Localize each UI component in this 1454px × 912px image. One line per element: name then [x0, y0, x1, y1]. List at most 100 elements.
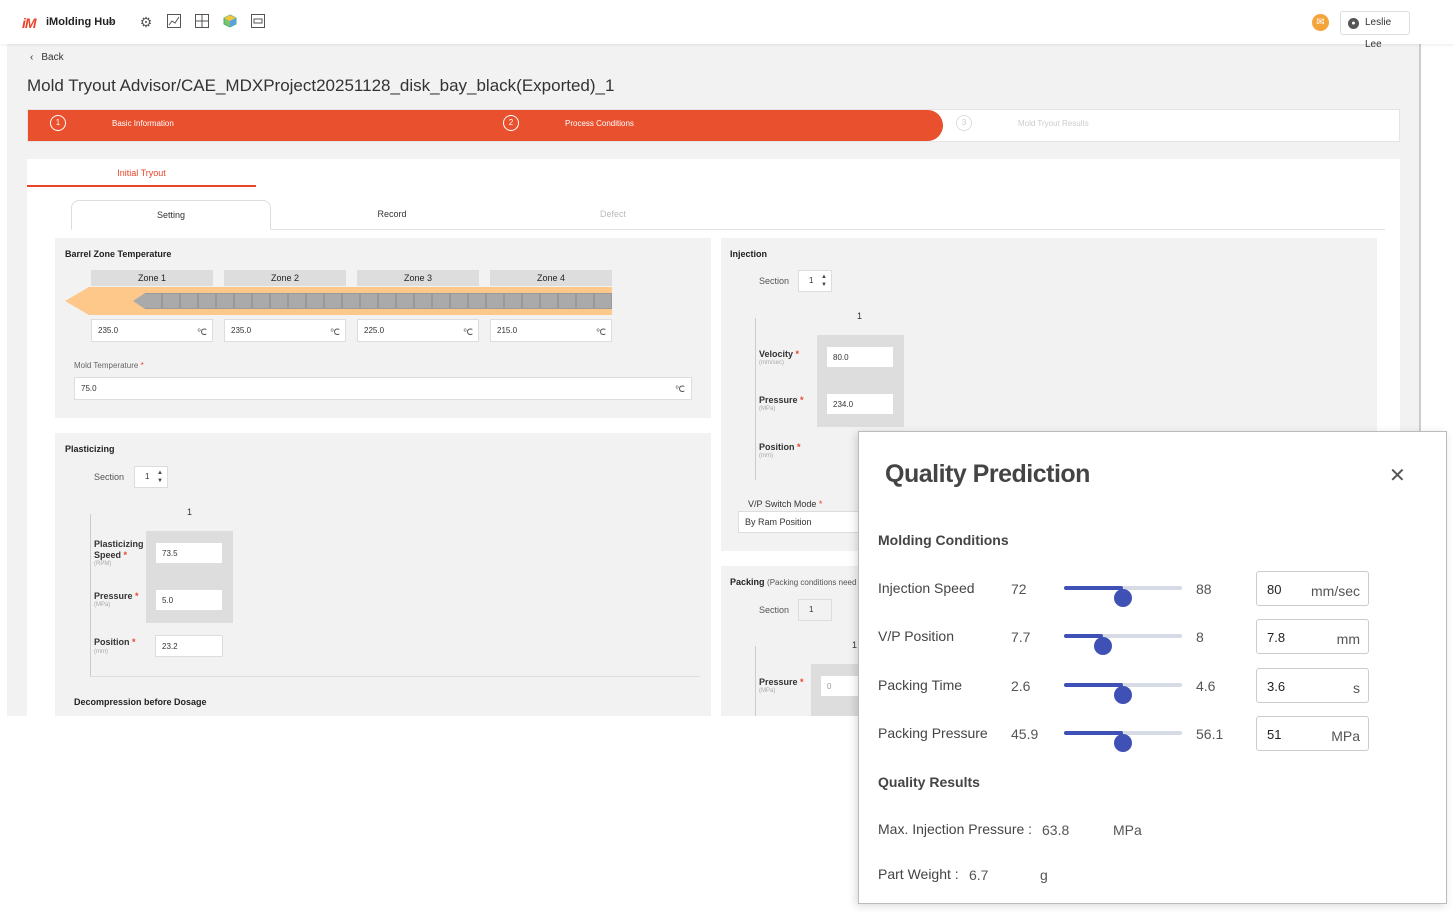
- cube-icon[interactable]: [222, 14, 238, 30]
- max-injection-pressure-unit: MPa: [1113, 822, 1142, 838]
- back-button[interactable]: ‹ Back: [30, 52, 64, 63]
- part-weight-value: 6.7: [969, 867, 989, 883]
- grid-icon[interactable]: [194, 14, 210, 30]
- bracket-divider: [90, 514, 91, 676]
- plasticizing-position-input[interactable]: 23.2: [155, 635, 223, 657]
- plasticizing-speed-label: Plasticizing Speed *: [94, 539, 144, 560]
- packing-time-label: Packing Time: [878, 677, 963, 693]
- packing-pressure-input[interactable]: 51 MPa: [1256, 716, 1369, 751]
- zone-4-input[interactable]: 215.0 ℃: [490, 319, 612, 342]
- position-unit: (mm): [759, 453, 773, 459]
- slider-thumb[interactable]: [1114, 734, 1132, 752]
- injection-position-label: Position *: [759, 442, 801, 452]
- packing-title: Packing (Packing conditions need: [730, 577, 857, 587]
- slider-min: 72: [1011, 581, 1027, 597]
- plasticizing-pressure-label: Pressure *: [94, 591, 139, 601]
- tab-setting[interactable]: Setting: [71, 200, 271, 230]
- injection-pressure-label: Pressure *: [759, 395, 804, 405]
- chart-icon[interactable]: [166, 14, 182, 30]
- screw: [145, 293, 612, 309]
- pressure-unit: (MPa): [759, 406, 776, 412]
- section-label: Section: [94, 472, 125, 482]
- chevron-left-icon: ‹: [30, 52, 34, 63]
- required-marker: *: [800, 395, 804, 405]
- zone-3-header: Zone 3: [357, 270, 479, 286]
- zone-4-header: Zone 4: [490, 270, 612, 286]
- plasticizing-title: Plasticizing: [65, 444, 115, 454]
- packing-time-slider[interactable]: [1064, 683, 1182, 704]
- zone-1-input[interactable]: 235.0 ℃: [91, 319, 213, 342]
- unit-label: ℃: [329, 327, 340, 337]
- spinner-arrows-icon[interactable]: ▲ ▼: [821, 274, 827, 288]
- required-marker: *: [797, 442, 801, 452]
- slider-max: 4.6: [1196, 678, 1216, 694]
- injection-title: Injection: [730, 249, 768, 259]
- pressure-unit: (MPa): [759, 688, 776, 694]
- app-logo[interactable]: iM: [22, 15, 37, 31]
- quality-prediction-dialog: Quality Prediction ✕ Molding Conditions …: [858, 431, 1447, 904]
- vp-position-label: V/P Position: [878, 628, 955, 644]
- slider-thumb[interactable]: [1093, 637, 1112, 655]
- user-name: Leslie Lee: [1365, 17, 1392, 50]
- section-label: Section: [759, 605, 790, 615]
- settings-icon[interactable]: ⚙: [139, 14, 153, 30]
- spinner-arrows-icon[interactable]: ▲ ▼: [157, 470, 163, 484]
- zone-2-input[interactable]: 235.0 ℃: [224, 319, 346, 342]
- section-label: Section: [759, 276, 790, 286]
- slider-thumb[interactable]: [1114, 686, 1132, 704]
- bracket-divider: [755, 646, 756, 716]
- packing-section-stepper[interactable]: 1: [798, 599, 832, 621]
- user-menu[interactable]: ● Leslie Lee: [1340, 11, 1410, 50]
- close-icon[interactable]: ✕: [1389, 465, 1406, 487]
- packing-time-input[interactable]: 3.6 s: [1256, 668, 1369, 703]
- page-title: Mold Tryout Advisor/CAE_MDXProject202511…: [27, 76, 615, 95]
- vp-position-slider[interactable]: [1064, 634, 1182, 655]
- monitor-icon[interactable]: [250, 14, 266, 30]
- slider-max: 8: [1196, 629, 1204, 645]
- max-injection-pressure-value: 63.8: [1042, 822, 1070, 838]
- unit-label: ℃: [674, 384, 685, 394]
- tab-record[interactable]: Record: [377, 209, 407, 219]
- mail-icon[interactable]: ✉: [1312, 14, 1329, 31]
- injection-speed-slider[interactable]: [1064, 586, 1182, 607]
- stepper: 1 Basic Information 2 Process Conditions…: [27, 109, 1400, 142]
- column-number: 1: [187, 507, 193, 517]
- required-marker: *: [135, 591, 139, 601]
- plasticizing-pressure-input[interactable]: 5.0: [155, 589, 223, 611]
- app-name[interactable]: iMolding Hub: [46, 16, 116, 28]
- tab-defect[interactable]: Defect: [599, 209, 626, 219]
- injection-section-stepper[interactable]: 1 ▲ ▼: [798, 270, 832, 292]
- slider-max: 88: [1196, 581, 1212, 597]
- column-number: 1: [857, 311, 863, 321]
- plasticizing-speed-input[interactable]: 73.5: [155, 542, 223, 564]
- unit-label: ℃: [595, 327, 606, 337]
- injection-speed-label: Injection Speed: [878, 580, 975, 596]
- tab-initial-tryout[interactable]: Initial Tryout: [27, 159, 256, 187]
- mold-temperature-input[interactable]: 75.0 ℃: [74, 377, 692, 400]
- vp-position-input[interactable]: 7.8 mm: [1256, 619, 1369, 654]
- required-marker: *: [818, 499, 823, 509]
- required-marker: *: [123, 550, 128, 560]
- plasticizing-section-stepper[interactable]: 1 ▲ ▼: [134, 466, 168, 488]
- chevron-down-icon[interactable]: ⌄: [106, 15, 116, 27]
- injection-speed-input[interactable]: 80 mm/sec: [1256, 571, 1369, 606]
- bracket-divider: [755, 318, 756, 480]
- vp-switch-mode-label: V/P Switch Mode *: [748, 499, 823, 509]
- zone-3-input[interactable]: 225.0 ℃: [357, 319, 479, 342]
- slider-thumb[interactable]: [1114, 589, 1132, 607]
- speed-unit: (RPM): [94, 561, 112, 567]
- slider-max: 56.1: [1196, 726, 1224, 742]
- slider-min: 7.7: [1011, 629, 1031, 645]
- barrel-title: Barrel Zone Temperature: [65, 249, 172, 259]
- unit-label: ℃: [196, 327, 207, 337]
- quality-results-title: Quality Results: [878, 774, 980, 790]
- packing-pressure-label: Pressure *: [759, 677, 804, 687]
- mold-temperature-label: Mold Temperature *: [74, 361, 144, 370]
- velocity-unit: (mm/sec): [759, 360, 784, 366]
- part-weight-label: Part Weight :: [878, 866, 959, 882]
- packing-pressure-slider[interactable]: [1064, 731, 1182, 752]
- velocity-input[interactable]: 80.0: [826, 346, 894, 368]
- injection-pressure-input[interactable]: 234.0: [826, 393, 894, 415]
- dialog-title: Quality Prediction: [885, 460, 1090, 488]
- required-marker: *: [140, 361, 144, 370]
